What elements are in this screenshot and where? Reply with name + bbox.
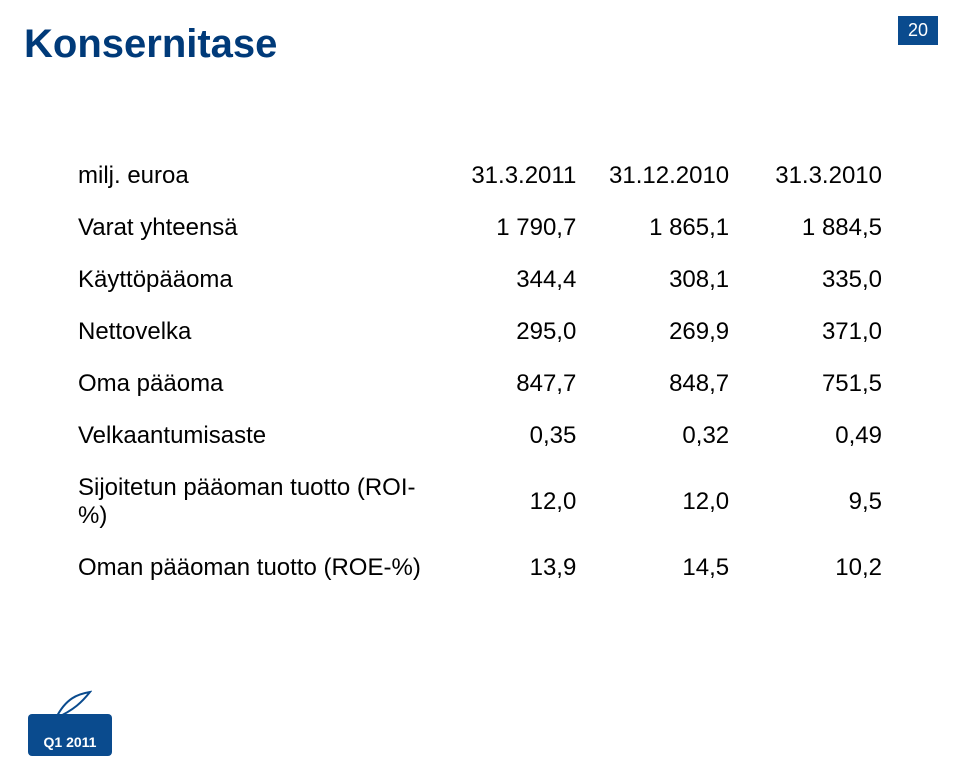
row-label: Varat yhteensä bbox=[70, 202, 432, 254]
row-val: 335,0 bbox=[737, 254, 890, 306]
row-val: 1 790,7 bbox=[432, 202, 585, 254]
header-col-3: 31.3.2010 bbox=[737, 150, 890, 202]
row-val: 0,49 bbox=[737, 410, 890, 462]
row-label: Oman pääoman tuotto (ROE-%) bbox=[70, 542, 432, 594]
row-val: 10,2 bbox=[737, 542, 890, 594]
row-label: Nettovelka bbox=[70, 306, 432, 358]
row-val: 847,7 bbox=[432, 358, 585, 410]
table-row: Nettovelka 295,0 269,9 371,0 bbox=[70, 306, 890, 358]
row-val: 308,1 bbox=[584, 254, 737, 306]
row-val: 1 865,1 bbox=[584, 202, 737, 254]
table-header-row: milj. euroa 31.3.2011 31.12.2010 31.3.20… bbox=[70, 150, 890, 202]
row-val: 12,0 bbox=[432, 462, 585, 542]
row-val: 848,7 bbox=[584, 358, 737, 410]
row-label: Velkaantumisaste bbox=[70, 410, 432, 462]
table-row: Varat yhteensä 1 790,7 1 865,1 1 884,5 bbox=[70, 202, 890, 254]
row-val: 13,9 bbox=[432, 542, 585, 594]
page-number: 20 bbox=[898, 16, 938, 45]
header-col-2: 31.12.2010 bbox=[584, 150, 737, 202]
row-label: Sijoitetun pääoman tuotto (ROI-%) bbox=[70, 462, 432, 542]
row-val: 371,0 bbox=[737, 306, 890, 358]
row-val: 9,5 bbox=[737, 462, 890, 542]
table-row: Velkaantumisaste 0,35 0,32 0,49 bbox=[70, 410, 890, 462]
balance-table: milj. euroa 31.3.2011 31.12.2010 31.3.20… bbox=[70, 150, 890, 594]
row-val: 0,35 bbox=[432, 410, 585, 462]
row-val: 0,32 bbox=[584, 410, 737, 462]
table-row: Sijoitetun pääoman tuotto (ROI-%) 12,0 1… bbox=[70, 462, 890, 542]
row-val: 344,4 bbox=[432, 254, 585, 306]
row-val: 751,5 bbox=[737, 358, 890, 410]
page-title: Konsernitase bbox=[24, 22, 277, 67]
row-label: Käyttöpääoma bbox=[70, 254, 432, 306]
footer-badge-text: Q1 2011 bbox=[44, 734, 97, 750]
table-row: Oman pääoman tuotto (ROE-%) 13,9 14,5 10… bbox=[70, 542, 890, 594]
header-label: milj. euroa bbox=[70, 150, 432, 202]
row-val: 295,0 bbox=[432, 306, 585, 358]
row-val: 1 884,5 bbox=[737, 202, 890, 254]
row-val: 269,9 bbox=[584, 306, 737, 358]
row-label: Oma pääoma bbox=[70, 358, 432, 410]
header-col-1: 31.3.2011 bbox=[432, 150, 585, 202]
table-row: Käyttöpääoma 344,4 308,1 335,0 bbox=[70, 254, 890, 306]
footer-badge: Q1 2011 bbox=[28, 700, 112, 756]
table-row: Oma pääoma 847,7 848,7 751,5 bbox=[70, 358, 890, 410]
row-val: 12,0 bbox=[584, 462, 737, 542]
row-val: 14,5 bbox=[584, 542, 737, 594]
